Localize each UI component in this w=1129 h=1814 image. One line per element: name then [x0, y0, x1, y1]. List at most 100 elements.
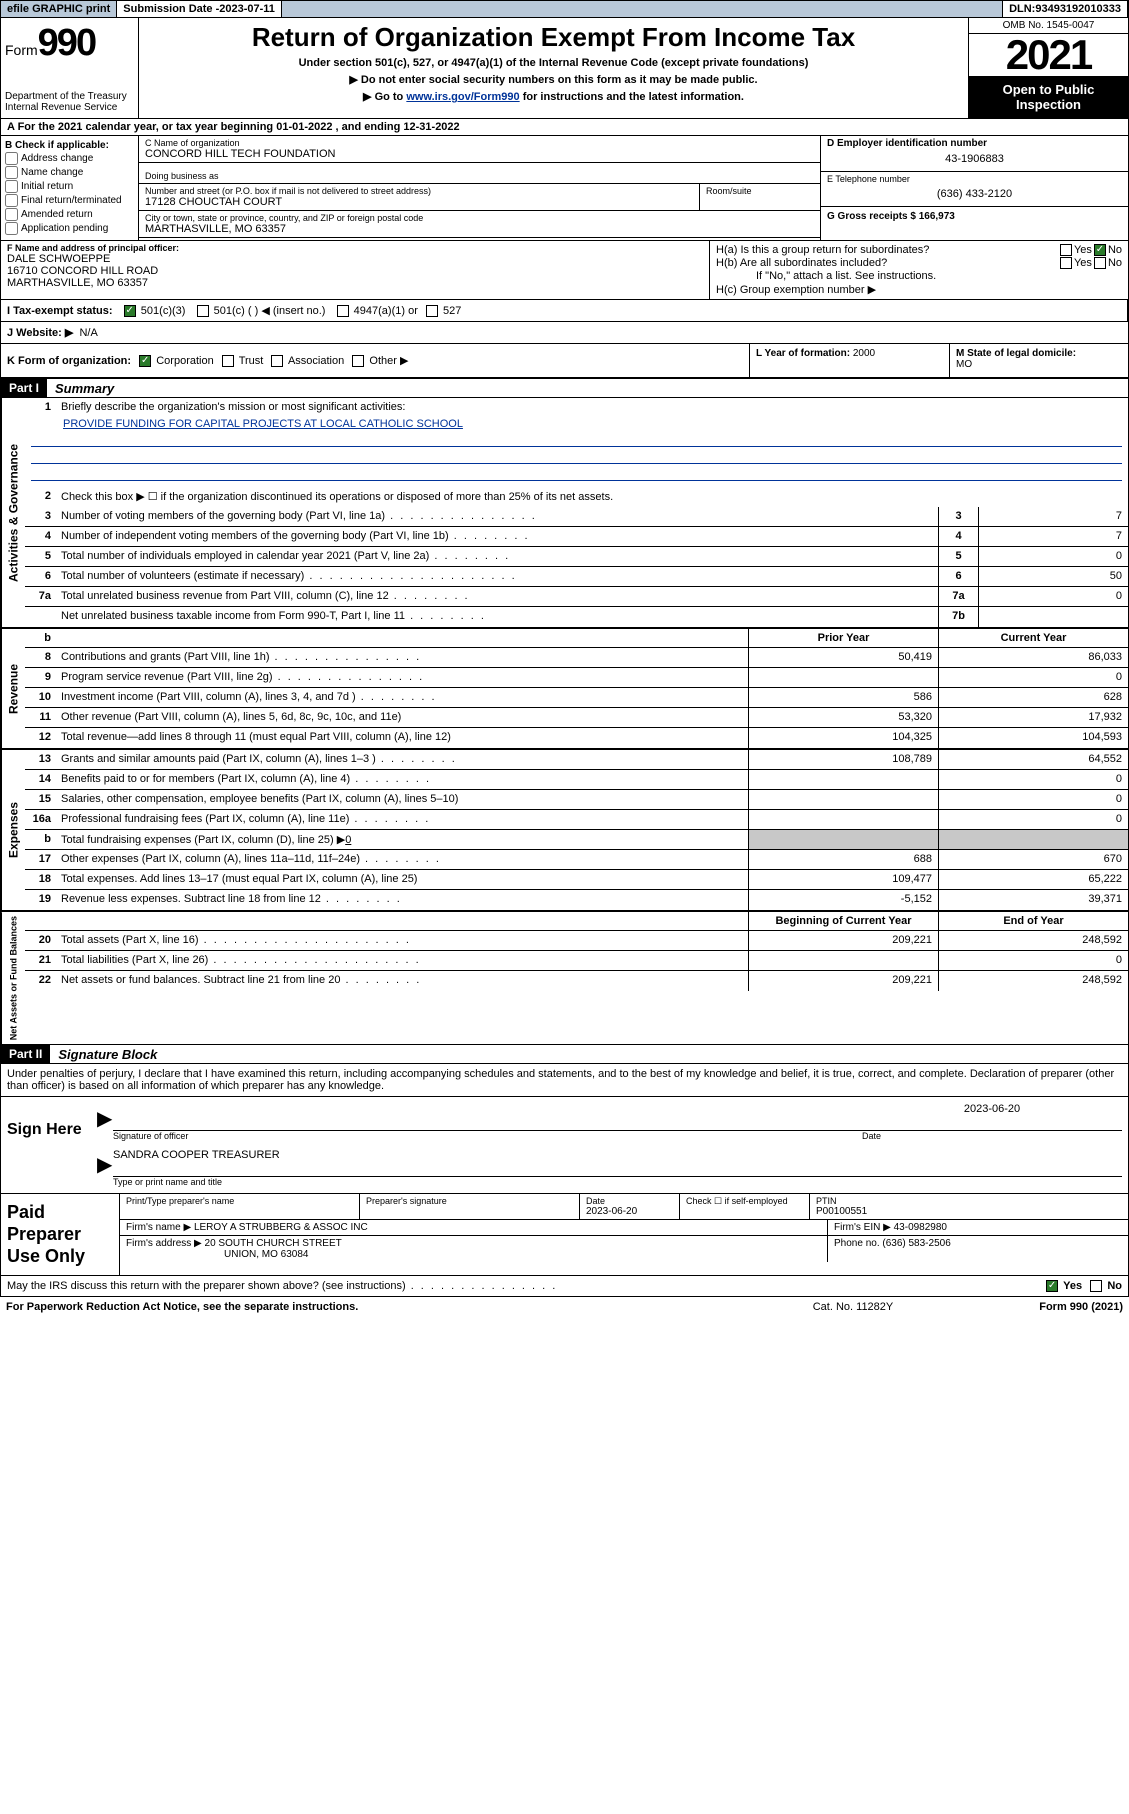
discuss-row: May the IRS discuss this return with the… — [0, 1276, 1129, 1297]
l22-text: Net assets or fund balances. Subtract li… — [57, 971, 748, 991]
chk-initial-return[interactable]: Initial return — [5, 180, 134, 193]
form-title-block: Return of Organization Exempt From Incom… — [139, 18, 968, 118]
hb-yes-checkbox[interactable] — [1060, 257, 1072, 269]
tab-netassets: Net Assets or Fund Balances — [1, 912, 25, 1044]
l7a-text: Total unrelated business revenue from Pa… — [57, 587, 938, 606]
chk-4947[interactable] — [337, 305, 349, 317]
phone-value: (636) 433-2120 — [827, 184, 1122, 204]
l9-text: Program service revenue (Part VIII, line… — [57, 668, 748, 687]
pra-notice: For Paperwork Reduction Act Notice, see … — [6, 1301, 743, 1313]
col-prior-hdr: Prior Year — [748, 629, 938, 647]
summary-expenses: Expenses 13Grants and similar amounts pa… — [0, 750, 1129, 912]
l1-label: Briefly describe the organization's miss… — [57, 398, 1128, 418]
chk-address-change[interactable]: Address change — [5, 152, 134, 165]
sig-arrow-icon: ▶ — [97, 1106, 113, 1131]
summary-revenue: Revenue b Prior Year Current Year 8Contr… — [0, 629, 1129, 750]
officer-signature-field[interactable] — [113, 1103, 862, 1131]
chk-final-return[interactable]: Final return/terminated — [5, 194, 134, 207]
chk-corp[interactable] — [139, 355, 151, 367]
discuss-yes-checkbox[interactable] — [1046, 1280, 1058, 1292]
city-block: City or town, state or province, country… — [139, 211, 820, 238]
hb-note: If "No," attach a list. See instructions… — [756, 270, 936, 282]
l11-curr: 17,932 — [938, 708, 1128, 727]
row-a-period: A For the 2021 calendar year, or tax yea… — [0, 118, 1129, 136]
org-name: CONCORD HILL TECH FOUNDATION — [145, 148, 814, 160]
form-ref: Form 990 (2021) — [963, 1301, 1123, 1313]
line-num: 16a — [25, 810, 57, 829]
l13-text: Grants and similar amounts paid (Part IX… — [57, 750, 748, 769]
revenue-body: b Prior Year Current Year 8Contributions… — [25, 629, 1128, 748]
hc-label: H(c) Group exemption number ▶ — [716, 283, 876, 296]
l19-prior: -5,152 — [748, 890, 938, 910]
l4-text: Number of independent voting members of … — [57, 527, 938, 546]
line-num: 5 — [25, 547, 57, 566]
line-num: 7a — [25, 587, 57, 606]
irs-label: Internal Revenue Service — [5, 102, 134, 113]
row-l-label: L Year of formation: — [756, 348, 853, 359]
sign-here-block: Sign Here ▶ 2023-06-20 Signature of offi… — [0, 1097, 1129, 1194]
chk-other[interactable] — [352, 355, 364, 367]
cat-no: Cat. No. 11282Y — [743, 1301, 963, 1313]
blank — [57, 629, 748, 647]
ha-no-checkbox[interactable] — [1094, 244, 1106, 256]
l7a-val: 0 — [978, 587, 1128, 606]
l18-text: Total expenses. Add lines 13–17 (must eq… — [57, 870, 748, 889]
website-label: J Website: ▶ — [7, 327, 73, 339]
tab-activities: Activities & Governance — [1, 398, 25, 627]
l15-prior — [748, 790, 938, 809]
street-value: 17128 CHOUCTAH COURT — [145, 196, 693, 208]
hb-no-checkbox[interactable] — [1094, 257, 1106, 269]
footer-bottom: For Paperwork Reduction Act Notice, see … — [0, 1297, 1129, 1317]
l14-curr: 0 — [938, 770, 1128, 789]
l14-prior — [748, 770, 938, 789]
col-c-org-info: C Name of organization CONCORD HILL TECH… — [139, 136, 820, 240]
ssn-notice: ▶ Do not enter social security numbers o… — [145, 73, 962, 86]
col-b-checkboxes: B Check if applicable: Address change Na… — [1, 136, 139, 240]
l7b-box: 7b — [938, 607, 978, 627]
chk-label: Application pending — [21, 223, 108, 234]
phone-block: E Telephone number (636) 433-2120 — [821, 172, 1128, 207]
prep-ptin-val: P00100551 — [816, 1206, 1122, 1217]
mission-underline — [31, 432, 1122, 447]
line-num: 14 — [25, 770, 57, 789]
chk-527[interactable] — [426, 305, 438, 317]
line-num: 21 — [25, 951, 57, 970]
officer-addr2: MARTHASVILLE, MO 63357 — [7, 277, 703, 289]
l12-curr: 104,593 — [938, 728, 1128, 748]
row-i-status: I Tax-exempt status: 501(c)(3) 501(c) ( … — [0, 300, 1129, 322]
l22-end: 248,592 — [938, 971, 1128, 991]
chk-name-change[interactable]: Name change — [5, 166, 134, 179]
yes-label: Yes — [1074, 257, 1092, 269]
gross-value: 166,973 — [919, 211, 955, 222]
l6-box: 6 — [938, 567, 978, 586]
chk-assoc[interactable] — [271, 355, 283, 367]
l8-prior: 50,419 — [748, 648, 938, 667]
chk-label: Address change — [21, 153, 93, 164]
chk-501c[interactable] — [197, 305, 209, 317]
tab-expenses: Expenses — [1, 750, 25, 910]
line-num: 11 — [25, 708, 57, 727]
col-right: D Employer identification number 43-1906… — [820, 136, 1128, 240]
irs-link[interactable]: www.irs.gov/Form990 — [406, 91, 519, 103]
opt-501c: 501(c) ( ) ◀ (insert no.) — [214, 305, 326, 317]
ha-yes-checkbox[interactable] — [1060, 244, 1072, 256]
l11-text: Other revenue (Part VIII, column (A), li… — [57, 708, 748, 727]
chk-501c3[interactable] — [124, 305, 136, 317]
efile-print-button[interactable]: efile GRAPHIC print — [1, 1, 117, 17]
paid-preparer-block: Paid Preparer Use Only Print/Type prepar… — [0, 1194, 1129, 1276]
line-num: 6 — [25, 567, 57, 586]
chk-amended-return[interactable]: Amended return — [5, 208, 134, 221]
form-header: Form990 Department of the Treasury Inter… — [0, 18, 1129, 118]
org-name-block: C Name of organization CONCORD HILL TECH… — [139, 136, 820, 163]
l7a-box: 7a — [938, 587, 978, 606]
prep-date-val: 2023-06-20 — [586, 1206, 673, 1217]
goto-post: for instructions and the latest informat… — [520, 91, 744, 103]
chk-trust[interactable] — [222, 355, 234, 367]
sign-here-label: Sign Here — [1, 1097, 91, 1193]
l16b-prior-shade — [748, 830, 938, 849]
firm-addr1: 20 SOUTH CHURCH STREET — [205, 1238, 342, 1249]
chk-application-pending[interactable]: Application pending — [5, 222, 134, 235]
street-cell: Number and street (or P.O. box if mail i… — [139, 184, 700, 210]
line-num: 20 — [25, 931, 57, 950]
discuss-no-checkbox[interactable] — [1090, 1280, 1102, 1292]
